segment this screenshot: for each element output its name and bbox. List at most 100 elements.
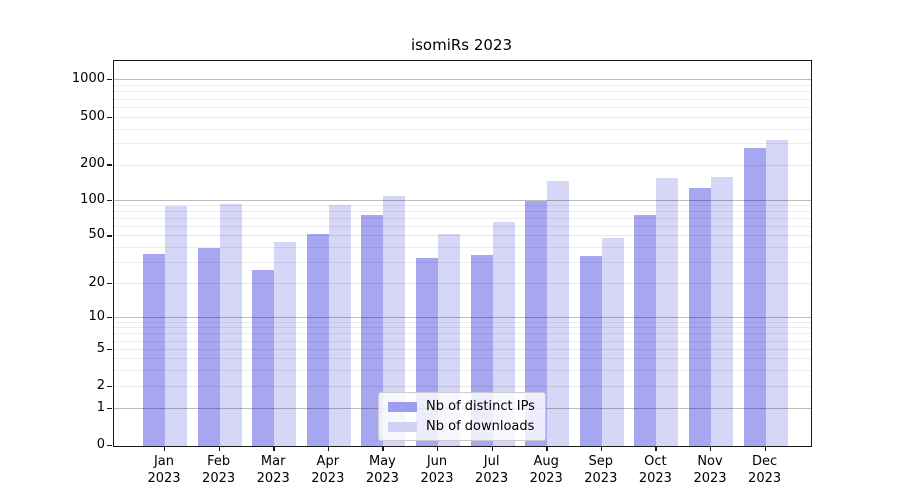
bar <box>328 204 351 446</box>
x-tick-label: Nov 2023 <box>693 454 727 486</box>
bar <box>197 248 220 446</box>
bar <box>634 215 657 446</box>
bar <box>601 237 624 446</box>
y-tick-label: 500 <box>80 109 105 125</box>
y-tick-mark <box>107 348 112 351</box>
x-tick-label: Dec 2023 <box>748 454 782 486</box>
gridline <box>114 386 811 388</box>
x-tick-label: Jul 2023 <box>475 454 509 486</box>
legend-swatch-distinct-ips <box>388 401 417 412</box>
gridline <box>114 91 811 93</box>
y-tick-mark <box>107 316 112 319</box>
bar <box>579 256 602 446</box>
x-tick-label: Jan 2023 <box>147 454 181 486</box>
gridline <box>114 348 811 350</box>
y-tick-label: 1 <box>96 399 105 415</box>
y-tick-mark <box>107 445 112 447</box>
gridline <box>114 321 811 323</box>
bar <box>711 176 733 446</box>
gridline <box>114 247 811 249</box>
x-tick-label: Mar 2023 <box>256 454 290 486</box>
gridline <box>114 211 811 213</box>
x-tick-mark <box>546 446 548 451</box>
chart-title: isomiRs 2023 <box>410 36 513 54</box>
x-tick-label: Apr 2023 <box>311 454 345 486</box>
y-tick-mark <box>107 407 112 409</box>
gridline <box>114 235 811 237</box>
gridline <box>114 340 811 342</box>
y-tick-mark <box>107 164 112 166</box>
y-tick-label: 100 <box>80 191 105 207</box>
bar <box>765 140 788 446</box>
y-tick-label: 2 <box>96 378 105 394</box>
bar <box>361 215 384 446</box>
gridline <box>114 205 811 207</box>
x-tick-mark <box>164 446 166 451</box>
y-tick-label: 1000 <box>71 71 105 87</box>
x-tick-label: Sep 2023 <box>584 454 618 486</box>
y-tick-label: 10 <box>88 308 105 324</box>
gridline <box>114 261 811 263</box>
legend-label-distinct-ips: Nb of distinct IPs <box>426 399 535 414</box>
x-tick-mark <box>327 446 330 451</box>
y-tick-mark <box>107 117 112 119</box>
bar <box>656 178 679 446</box>
gridline <box>114 128 811 130</box>
x-tick-mark <box>764 446 766 451</box>
y-tick-label: 50 <box>88 227 105 243</box>
gridline <box>114 333 811 335</box>
y-tick-label: 20 <box>88 274 105 290</box>
gridline <box>114 84 811 86</box>
bar <box>492 222 515 446</box>
bar <box>306 234 329 446</box>
legend-label-downloads: Nb of downloads <box>426 419 535 434</box>
bar <box>219 203 242 446</box>
x-tick-label: Aug 2023 <box>529 454 563 486</box>
bar <box>165 206 187 446</box>
x-tick-mark <box>600 446 603 451</box>
bar <box>525 201 548 446</box>
gridline <box>114 317 811 318</box>
gridline <box>114 218 811 220</box>
gridline <box>114 369 811 371</box>
bar <box>547 181 570 446</box>
y-tick-mark <box>107 79 112 81</box>
bar <box>274 241 297 446</box>
bar <box>689 188 711 446</box>
legend-swatch-downloads <box>388 421 417 432</box>
gridline <box>114 226 811 228</box>
gridline <box>114 164 811 166</box>
x-tick-mark <box>273 446 275 451</box>
gridline <box>114 200 811 201</box>
y-tick-mark <box>107 282 112 285</box>
x-tick-mark <box>437 446 439 451</box>
gridline <box>114 117 811 119</box>
bar <box>743 148 766 446</box>
y-tick-mark <box>107 235 112 237</box>
y-tick-label: 200 <box>80 156 105 172</box>
legend: Nb of distinct IPs Nb of downloads <box>378 392 546 441</box>
legend-item-downloads: Nb of downloads <box>388 419 535 434</box>
bar <box>252 270 275 446</box>
gridline <box>114 327 811 329</box>
x-tick-mark <box>382 446 384 451</box>
gridline <box>114 143 811 145</box>
y-tick-mark <box>107 386 112 388</box>
x-tick-label: Oct 2023 <box>638 454 672 486</box>
x-tick-label: Feb 2023 <box>202 454 236 486</box>
gridline <box>114 283 811 284</box>
x-tick-label: Jun 2023 <box>420 454 454 486</box>
x-tick-mark <box>218 446 220 451</box>
y-tick-label: 0 <box>96 437 105 452</box>
gridline <box>114 107 811 109</box>
plot-area: Nb of distinct IPs Nb of downloads <box>113 60 812 447</box>
x-tick-mark <box>491 446 493 451</box>
legend-item-distinct-ips: Nb of distinct IPs <box>388 399 535 414</box>
x-tick-mark <box>655 446 657 451</box>
gridline <box>114 79 811 81</box>
y-tick-label: 5 <box>96 340 105 356</box>
x-tick-label: May 2023 <box>365 454 399 486</box>
bar <box>143 253 165 446</box>
y-tick-mark <box>107 199 112 202</box>
